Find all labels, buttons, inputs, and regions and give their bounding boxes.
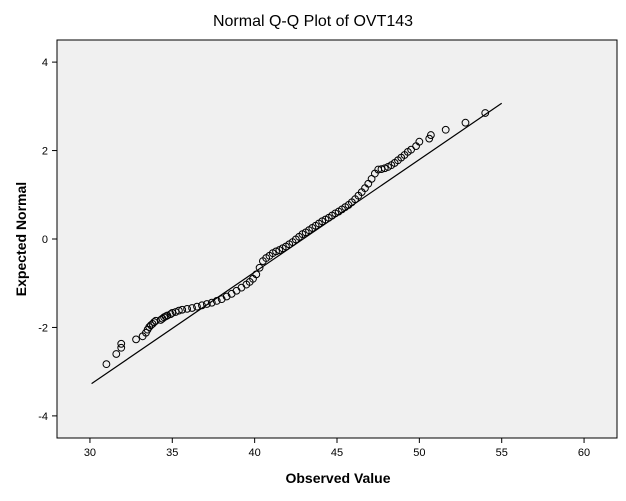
data-point xyxy=(425,134,434,143)
x-axis-label: Observed Value xyxy=(285,470,390,486)
reference-line-layer xyxy=(91,102,503,385)
data-point xyxy=(178,305,187,314)
data-point xyxy=(198,301,206,310)
data-point xyxy=(207,298,216,307)
data-point xyxy=(174,306,183,315)
data-point xyxy=(161,312,170,321)
x-tick-label: 40 xyxy=(249,447,261,459)
data-point xyxy=(461,118,470,127)
data-point xyxy=(252,270,261,279)
data-point xyxy=(112,350,121,358)
data-point xyxy=(255,263,264,272)
chart-title: Normal Q-Q Plot of OVT143 xyxy=(213,13,413,30)
data-point xyxy=(202,300,211,308)
x-tick-label: 35 xyxy=(166,447,178,459)
data-point xyxy=(188,304,196,312)
y-tick-label: 2 xyxy=(42,146,48,158)
x-tick-label: 45 xyxy=(331,447,343,459)
data-point xyxy=(212,297,221,305)
axis-ticks: 30 35 40 45 50 55 60 -4 -2 0 2 4 xyxy=(38,57,590,459)
plot-area xyxy=(56,39,618,439)
data-point xyxy=(415,137,424,146)
x-tick-label: 50 xyxy=(413,447,425,459)
y-tick-label: -4 xyxy=(38,411,48,423)
data-point xyxy=(117,339,126,348)
data-point xyxy=(441,125,450,134)
data-point xyxy=(481,109,490,117)
reference-line xyxy=(91,102,503,385)
x-tick-label: 60 xyxy=(578,447,590,459)
y-axis-label: Expected Normal xyxy=(13,182,29,296)
y-tick-label: -2 xyxy=(38,322,48,334)
data-point xyxy=(132,335,140,344)
x-tick-label: 55 xyxy=(496,447,508,459)
x-tick-label: 30 xyxy=(84,447,96,459)
data-point xyxy=(183,304,192,313)
data-points xyxy=(102,109,490,369)
data-point xyxy=(166,310,175,319)
data-point xyxy=(193,302,201,311)
data-point xyxy=(117,343,126,352)
data-point xyxy=(426,131,435,139)
data-point xyxy=(102,360,111,369)
y-tick-label: 4 xyxy=(42,57,48,69)
y-tick-label: 0 xyxy=(42,234,48,246)
